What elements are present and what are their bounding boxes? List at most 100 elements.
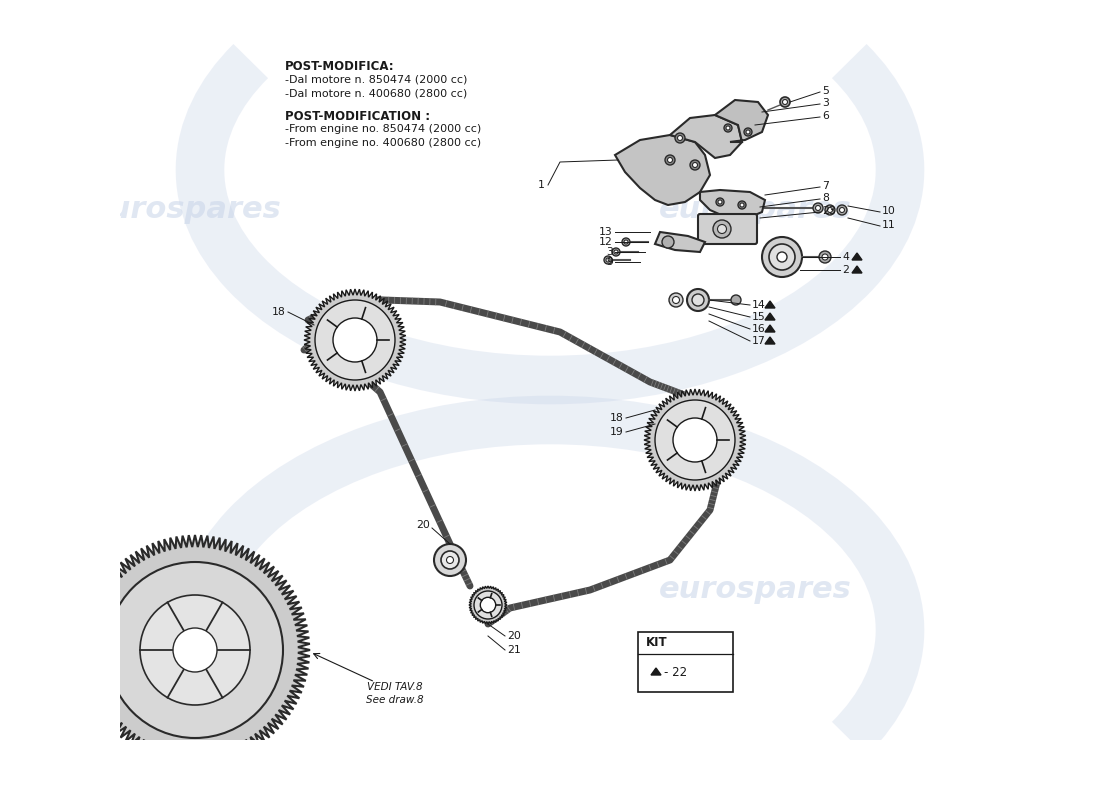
Polygon shape bbox=[469, 586, 507, 624]
Circle shape bbox=[744, 128, 752, 136]
Circle shape bbox=[713, 220, 732, 238]
Circle shape bbox=[762, 237, 802, 277]
Text: 12: 12 bbox=[600, 237, 613, 247]
Circle shape bbox=[782, 99, 788, 105]
Circle shape bbox=[820, 251, 830, 263]
Circle shape bbox=[315, 300, 395, 380]
Polygon shape bbox=[654, 232, 705, 252]
Circle shape bbox=[604, 256, 612, 264]
Circle shape bbox=[107, 562, 283, 738]
Polygon shape bbox=[700, 190, 764, 218]
Circle shape bbox=[827, 207, 833, 213]
Text: 7: 7 bbox=[822, 181, 829, 191]
Text: VEDI TAV.8: VEDI TAV.8 bbox=[367, 682, 422, 692]
Polygon shape bbox=[764, 337, 776, 344]
Bar bbox=[0, 740, 1100, 800]
Text: See draw.8: See draw.8 bbox=[366, 695, 424, 705]
Polygon shape bbox=[852, 253, 862, 260]
Polygon shape bbox=[304, 289, 406, 391]
Circle shape bbox=[624, 240, 628, 244]
Text: 4: 4 bbox=[842, 252, 849, 262]
Circle shape bbox=[662, 236, 674, 248]
Text: 23: 23 bbox=[822, 206, 836, 216]
Polygon shape bbox=[615, 135, 710, 205]
Text: 20: 20 bbox=[507, 631, 521, 641]
Polygon shape bbox=[764, 325, 776, 332]
Text: eurospares: eurospares bbox=[659, 575, 851, 605]
Text: 11: 11 bbox=[882, 220, 895, 230]
Circle shape bbox=[839, 207, 845, 213]
Text: 3: 3 bbox=[822, 98, 829, 108]
Text: 18: 18 bbox=[610, 413, 624, 423]
Circle shape bbox=[474, 591, 502, 619]
Circle shape bbox=[718, 200, 722, 204]
Text: 9: 9 bbox=[606, 257, 613, 267]
Circle shape bbox=[740, 203, 744, 207]
Circle shape bbox=[481, 598, 496, 613]
Circle shape bbox=[716, 198, 724, 206]
Text: 2: 2 bbox=[842, 265, 849, 275]
Bar bbox=[0, 0, 120, 800]
Text: 3: 3 bbox=[606, 247, 613, 257]
Text: -From engine no. 850474 (2000 cc): -From engine no. 850474 (2000 cc) bbox=[285, 124, 482, 134]
Circle shape bbox=[693, 162, 697, 167]
Circle shape bbox=[672, 297, 680, 303]
FancyBboxPatch shape bbox=[698, 214, 757, 244]
Text: eurospares: eurospares bbox=[659, 195, 851, 225]
Text: -Dal motore n. 400680 (2800 cc): -Dal motore n. 400680 (2800 cc) bbox=[285, 88, 468, 98]
Circle shape bbox=[678, 135, 682, 141]
Text: 14: 14 bbox=[752, 300, 766, 310]
Circle shape bbox=[724, 124, 732, 132]
Circle shape bbox=[675, 133, 685, 143]
Circle shape bbox=[777, 252, 786, 262]
Text: eurospares: eurospares bbox=[89, 575, 282, 605]
Text: 10: 10 bbox=[882, 206, 895, 216]
Circle shape bbox=[726, 126, 730, 130]
Circle shape bbox=[780, 97, 790, 107]
Circle shape bbox=[447, 557, 453, 563]
Circle shape bbox=[822, 254, 828, 260]
Circle shape bbox=[668, 158, 672, 162]
Circle shape bbox=[666, 155, 675, 165]
Polygon shape bbox=[644, 389, 746, 491]
Text: 19: 19 bbox=[610, 427, 624, 437]
Text: 6: 6 bbox=[822, 111, 829, 121]
Bar bbox=[638, 632, 733, 692]
Circle shape bbox=[813, 203, 823, 213]
Polygon shape bbox=[764, 301, 776, 308]
Polygon shape bbox=[764, 313, 776, 320]
Text: 1: 1 bbox=[538, 180, 544, 190]
Circle shape bbox=[333, 318, 377, 362]
Circle shape bbox=[614, 250, 618, 254]
Text: 16: 16 bbox=[752, 324, 766, 334]
Text: 17: 17 bbox=[752, 336, 766, 346]
Text: - 22: - 22 bbox=[664, 666, 688, 678]
Text: -From engine no. 400680 (2800 cc): -From engine no. 400680 (2800 cc) bbox=[285, 138, 481, 148]
Circle shape bbox=[621, 238, 630, 246]
Circle shape bbox=[612, 248, 620, 256]
Circle shape bbox=[688, 289, 710, 311]
Text: 5: 5 bbox=[822, 86, 829, 96]
Polygon shape bbox=[651, 668, 661, 675]
Circle shape bbox=[606, 258, 610, 262]
Polygon shape bbox=[715, 100, 768, 142]
Circle shape bbox=[692, 294, 704, 306]
Circle shape bbox=[140, 595, 250, 705]
Circle shape bbox=[717, 225, 726, 234]
Circle shape bbox=[441, 551, 459, 569]
Text: KIT: KIT bbox=[646, 635, 668, 649]
Text: 8: 8 bbox=[822, 193, 829, 203]
Circle shape bbox=[769, 244, 795, 270]
Polygon shape bbox=[852, 266, 862, 273]
Circle shape bbox=[673, 418, 717, 462]
Text: 13: 13 bbox=[600, 227, 613, 237]
Circle shape bbox=[732, 295, 741, 305]
Circle shape bbox=[815, 206, 821, 210]
Text: POST-MODIFICATION :: POST-MODIFICATION : bbox=[285, 110, 430, 123]
Text: 18: 18 bbox=[273, 307, 286, 317]
Text: eurospares: eurospares bbox=[89, 195, 282, 225]
Circle shape bbox=[654, 400, 735, 480]
Circle shape bbox=[746, 130, 750, 134]
Circle shape bbox=[825, 205, 835, 215]
Text: 21: 21 bbox=[507, 645, 520, 655]
